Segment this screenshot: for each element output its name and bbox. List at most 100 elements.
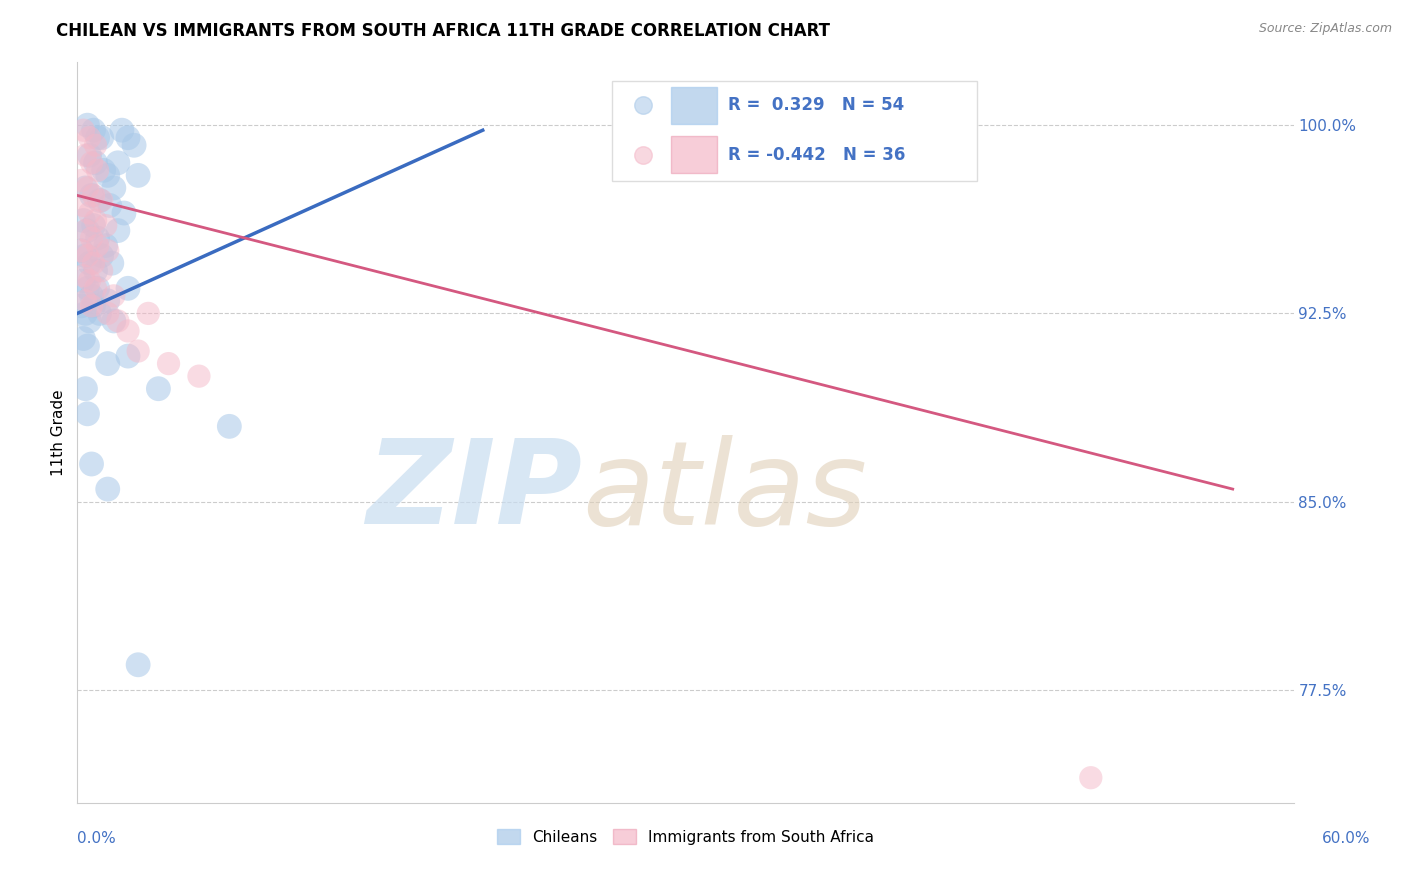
Point xyxy=(86,238,108,252)
Point xyxy=(83,256,105,270)
Point xyxy=(70,244,93,258)
FancyBboxPatch shape xyxy=(613,81,977,181)
Point xyxy=(84,138,107,153)
Point xyxy=(97,169,120,183)
Point xyxy=(84,213,107,227)
Point xyxy=(90,249,112,263)
Point xyxy=(72,274,94,288)
Point xyxy=(86,130,108,145)
Point xyxy=(103,289,125,303)
Point xyxy=(103,314,125,328)
Point xyxy=(79,256,101,270)
Point xyxy=(93,163,115,178)
Point xyxy=(80,156,103,170)
Point xyxy=(90,264,112,278)
Point xyxy=(86,231,108,245)
Point xyxy=(86,163,108,178)
FancyBboxPatch shape xyxy=(671,136,717,173)
Text: R = -0.442   N = 36: R = -0.442 N = 36 xyxy=(728,146,905,164)
Point xyxy=(84,281,107,295)
Point xyxy=(97,244,120,258)
Point xyxy=(79,206,101,220)
Point xyxy=(80,299,103,313)
Text: 60.0%: 60.0% xyxy=(1323,831,1371,846)
Point xyxy=(76,249,98,263)
Point xyxy=(127,344,149,359)
Point xyxy=(75,306,97,320)
Point xyxy=(127,657,149,672)
Point xyxy=(90,194,112,208)
Point xyxy=(72,198,94,212)
Point xyxy=(83,123,105,137)
Point xyxy=(75,148,97,162)
Point xyxy=(97,482,120,496)
Point xyxy=(70,244,93,258)
Point xyxy=(83,219,105,233)
Point xyxy=(157,357,180,371)
Point xyxy=(94,219,117,233)
Point xyxy=(84,156,107,170)
Point xyxy=(76,339,98,353)
FancyBboxPatch shape xyxy=(671,87,717,124)
Point xyxy=(1080,771,1102,785)
Point xyxy=(76,118,98,132)
Point xyxy=(80,457,103,471)
Text: ZIP: ZIP xyxy=(366,434,582,549)
Point xyxy=(70,299,93,313)
Point xyxy=(76,181,98,195)
Point xyxy=(80,188,103,202)
Point xyxy=(72,331,94,345)
Point xyxy=(97,293,120,308)
Text: atlas: atlas xyxy=(582,434,868,549)
Point xyxy=(89,194,111,208)
Point xyxy=(72,123,94,137)
Point xyxy=(98,198,121,212)
Point xyxy=(136,306,159,320)
Point xyxy=(103,181,125,195)
Point xyxy=(79,314,101,328)
Point xyxy=(117,130,139,145)
Point xyxy=(97,357,120,371)
Point xyxy=(72,213,94,227)
Point xyxy=(90,130,112,145)
Point xyxy=(122,138,145,153)
Point xyxy=(72,268,94,283)
Point xyxy=(83,299,105,313)
Point xyxy=(83,188,105,202)
Point xyxy=(76,407,98,421)
Point xyxy=(107,314,129,328)
Y-axis label: 11th Grade: 11th Grade xyxy=(51,389,66,476)
Point xyxy=(80,231,103,245)
Point xyxy=(188,369,211,384)
Text: CHILEAN VS IMMIGRANTS FROM SOUTH AFRICA 11TH GRADE CORRELATION CHART: CHILEAN VS IMMIGRANTS FROM SOUTH AFRICA … xyxy=(56,22,830,40)
Point xyxy=(75,293,97,308)
Point xyxy=(79,148,101,162)
Point xyxy=(101,256,124,270)
Point xyxy=(75,249,97,263)
Point xyxy=(111,123,134,137)
Point xyxy=(112,206,135,220)
Point xyxy=(76,281,98,295)
Text: R =  0.329   N = 54: R = 0.329 N = 54 xyxy=(728,95,904,113)
Point xyxy=(218,419,240,434)
Point xyxy=(127,169,149,183)
Point xyxy=(107,224,129,238)
Point xyxy=(107,156,129,170)
Point xyxy=(76,224,98,238)
Text: 0.0%: 0.0% xyxy=(77,831,117,846)
Point xyxy=(89,306,111,320)
Point xyxy=(117,324,139,338)
Point xyxy=(75,224,97,238)
Point xyxy=(86,281,108,295)
Text: Source: ZipAtlas.com: Source: ZipAtlas.com xyxy=(1258,22,1392,36)
Point xyxy=(79,130,101,145)
Point xyxy=(97,306,120,320)
Point xyxy=(94,238,117,252)
Point xyxy=(70,173,93,187)
Point xyxy=(75,382,97,396)
Point xyxy=(75,181,97,195)
Legend: Chileans, Immigrants from South Africa: Chileans, Immigrants from South Africa xyxy=(491,822,880,851)
Point xyxy=(148,382,170,396)
Point xyxy=(117,281,139,295)
Point xyxy=(84,264,107,278)
